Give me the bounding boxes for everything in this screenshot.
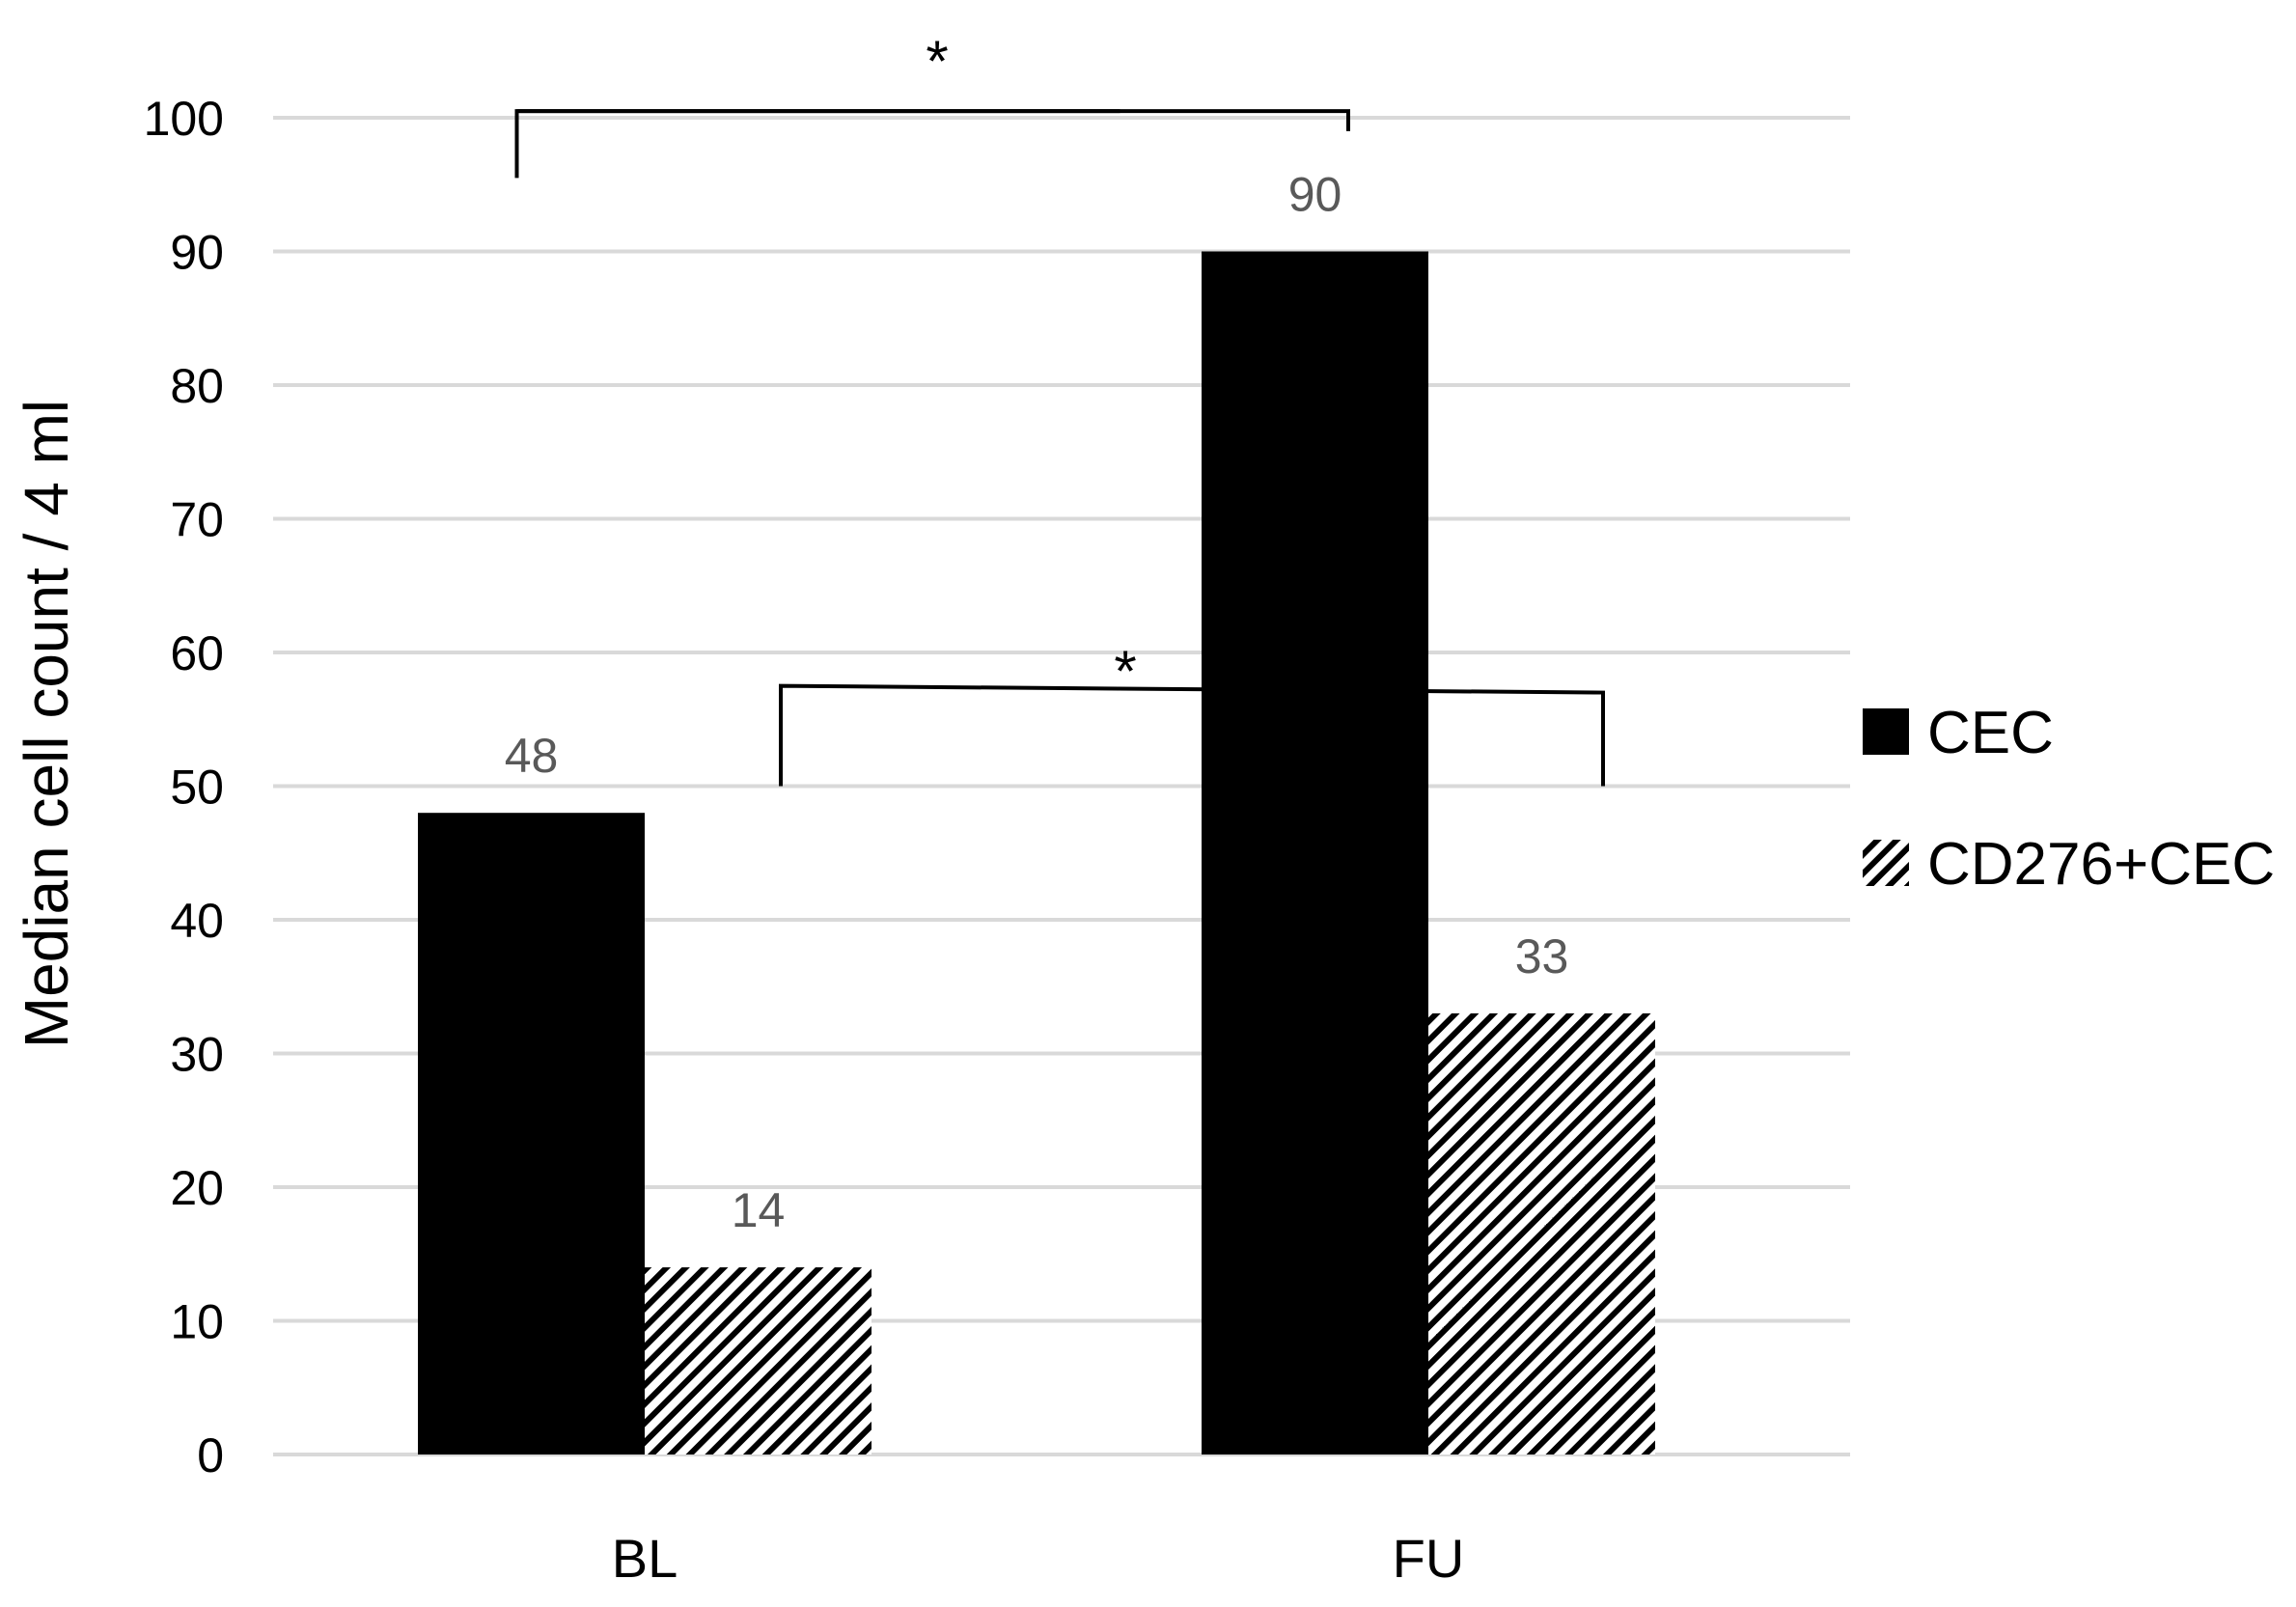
y-tick-label: 80 <box>170 359 224 413</box>
y-tick-label: 50 <box>170 761 224 815</box>
data-labels: 48 90 14 33 <box>505 168 1569 1238</box>
y-tick-label: 100 <box>144 92 224 146</box>
data-label: 90 <box>1288 168 1342 222</box>
y-tick-label: 30 <box>170 1028 224 1082</box>
data-label: 14 <box>732 1183 786 1237</box>
significance-bracket-cec-line <box>516 109 1350 131</box>
y-tick-label: 40 <box>170 894 224 948</box>
bar-cec-fu <box>1202 251 1428 1455</box>
y-tick-label: 0 <box>197 1428 224 1482</box>
x-category-label: FU <box>1393 1528 1465 1589</box>
y-axis-ticks: 0 10 20 30 40 50 60 70 80 90 100 <box>144 92 224 1482</box>
legend-label: CD276+CEC <box>1927 831 2275 898</box>
bar-cd276-cec-bl <box>645 1267 871 1455</box>
significance-asterisk: * <box>1114 639 1136 704</box>
significance-brackets: ** <box>514 29 1605 787</box>
x-axis-categories: BL FU <box>612 1528 1465 1589</box>
bar-cd276-cec-fu <box>1428 1012 1655 1455</box>
data-label: 33 <box>1515 929 1569 984</box>
y-tick-label: 10 <box>170 1295 224 1349</box>
y-axis-label: Median cell count / 4 ml <box>12 400 81 1048</box>
legend-swatch-cd276-cec <box>1863 840 1909 886</box>
bar-cec-bl <box>418 813 645 1455</box>
bars <box>418 251 1655 1455</box>
y-tick-label: 60 <box>170 626 224 680</box>
legend-swatch-cec <box>1863 708 1909 755</box>
significance-bracket-cec <box>514 109 1120 179</box>
data-label: 48 <box>505 729 559 783</box>
significance-asterisk: * <box>926 29 948 94</box>
significance-bracket-cd276 <box>779 683 1605 787</box>
legend: CEC CD276+CEC <box>1863 700 2275 898</box>
legend-label: CEC <box>1927 700 2054 766</box>
x-category-label: BL <box>612 1528 678 1589</box>
y-tick-label: 90 <box>170 226 224 280</box>
y-tick-label: 20 <box>170 1161 224 1215</box>
y-tick-label: 70 <box>170 493 224 547</box>
